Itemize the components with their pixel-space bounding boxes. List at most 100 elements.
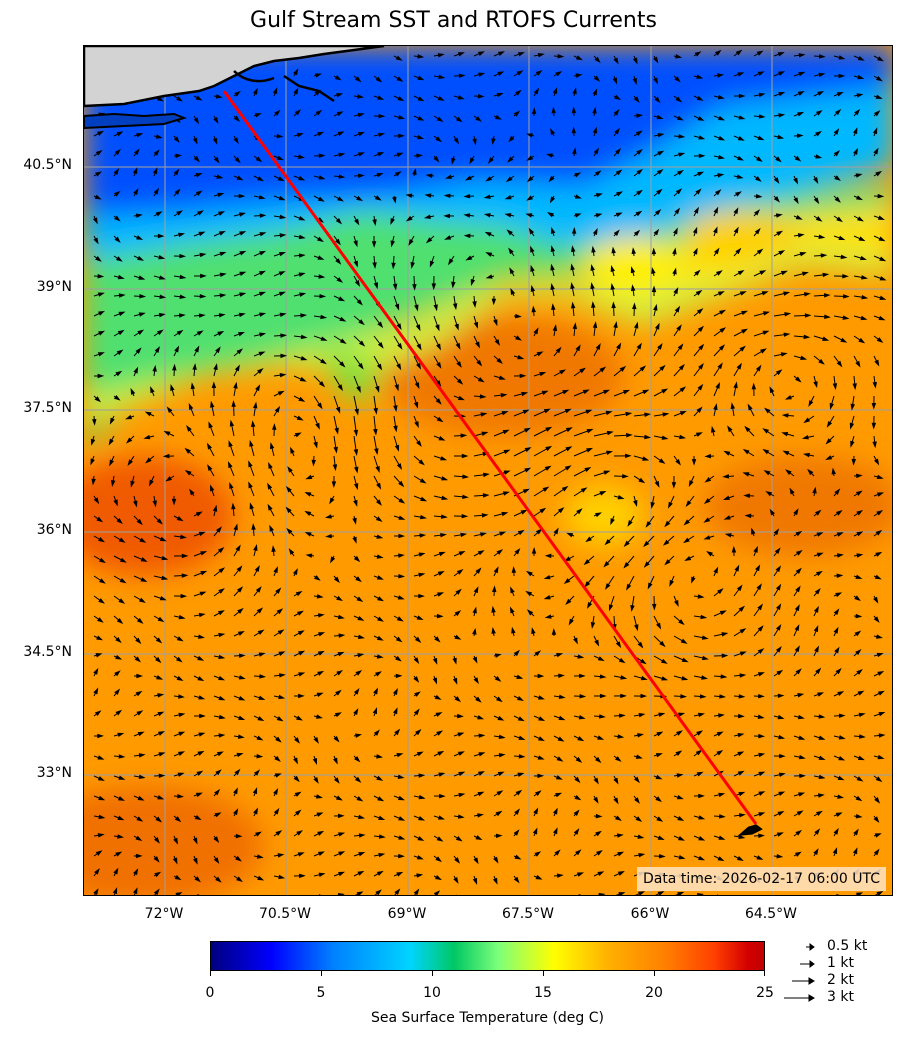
current-vector-head — [93, 888, 99, 895]
current-vector-head — [794, 645, 800, 653]
current-vector-head — [783, 332, 791, 337]
current-vector-head — [496, 696, 503, 703]
current-vector-head — [691, 576, 696, 584]
current-vector-head — [617, 734, 625, 739]
current-vector-head — [451, 281, 456, 289]
current-vector-head — [279, 233, 287, 238]
current-vector-head — [757, 672, 765, 677]
current-vector-head — [97, 733, 104, 739]
current-vector-head — [633, 96, 640, 103]
current-vector-head — [455, 836, 463, 842]
current-vector-head — [178, 313, 186, 318]
current-vector-head — [298, 272, 306, 277]
current-vector-head — [516, 70, 524, 76]
current-vector-head — [834, 175, 841, 181]
current-vector-head — [698, 855, 706, 861]
current-vector-head — [357, 870, 365, 876]
current-vector-head — [393, 425, 398, 433]
current-vector-head — [825, 455, 833, 460]
current-vector-head — [318, 175, 326, 180]
current-vector-head — [593, 796, 599, 804]
current-vector-head — [237, 631, 245, 636]
current-vector-head — [157, 711, 165, 717]
current-vector-head — [638, 891, 646, 895]
current-vector-head — [514, 547, 521, 555]
current-vector-head — [578, 893, 582, 895]
current-vector-head — [298, 672, 306, 677]
current-vector-head — [258, 194, 266, 200]
current-vector-head — [317, 830, 325, 836]
current-vector-head — [738, 694, 746, 699]
current-vector-head — [493, 856, 499, 864]
current-vector-head — [876, 652, 884, 658]
current-vector-head — [293, 775, 300, 783]
current-vector-head — [197, 210, 204, 216]
current-vector-head — [543, 574, 551, 580]
current-vector-head — [162, 453, 170, 459]
current-vector-head — [675, 96, 683, 103]
current-vector-head — [575, 849, 582, 856]
current-vector-head — [357, 634, 365, 640]
current-vector-head — [358, 362, 364, 370]
current-vector-head — [758, 791, 766, 796]
current-vector-head — [543, 408, 551, 414]
current-vector-head — [298, 154, 305, 159]
current-vector-head — [157, 233, 165, 239]
current-vector-head — [278, 651, 286, 656]
current-vector-head — [253, 807, 259, 815]
current-vector-head — [496, 357, 503, 364]
current-vector-head — [491, 298, 497, 306]
current-vector-head — [276, 133, 284, 139]
current-vector-head — [278, 291, 286, 297]
current-vector-head — [294, 109, 302, 116]
current-vector-head — [97, 352, 105, 357]
current-vector-head — [337, 893, 345, 895]
current-vector-head — [855, 490, 863, 496]
current-vector-head — [834, 646, 840, 654]
current-vector-head — [456, 361, 462, 368]
current-vector-head — [698, 362, 704, 370]
current-vector-head — [437, 815, 445, 820]
current-vector-head — [418, 552, 426, 557]
current-vector-head — [354, 756, 361, 763]
current-vector-head — [116, 349, 124, 356]
current-vector-head — [592, 228, 598, 236]
current-vector-head — [215, 94, 223, 99]
current-vector-head — [494, 339, 500, 346]
current-vector-head — [455, 116, 463, 123]
current-vector-head — [453, 137, 460, 145]
current-vector-head — [257, 875, 265, 881]
current-vector-head — [97, 755, 105, 760]
current-vector-head — [395, 673, 403, 679]
current-vector-head — [418, 794, 426, 800]
current-vector-head — [758, 833, 765, 839]
current-vector-head — [132, 887, 138, 895]
current-vector-head — [618, 892, 626, 895]
current-vector-head — [818, 54, 826, 59]
current-vector-head — [576, 508, 583, 515]
current-vector-head — [416, 362, 422, 370]
current-vector-head — [138, 275, 146, 280]
current-vector-head — [873, 147, 879, 155]
current-vector-head — [410, 261, 415, 269]
current-vector-head — [238, 312, 246, 318]
map-panel[interactable]: Data time: 2026-02-17 06:00 UTC — [83, 45, 893, 896]
current-vector-head — [556, 873, 564, 878]
current-vector-head — [113, 190, 121, 197]
current-vector-head — [635, 130, 643, 136]
current-vector-head — [573, 828, 580, 835]
current-vector-head — [651, 603, 657, 611]
current-vector-head — [739, 291, 747, 296]
current-vector-head — [477, 51, 485, 56]
current-vector-head — [744, 425, 751, 433]
current-vector-head — [109, 417, 115, 425]
current-vector-head — [357, 94, 365, 99]
current-vector-head — [135, 835, 143, 842]
current-vector-head — [156, 675, 164, 680]
current-vector-head — [875, 776, 883, 783]
current-vector-head — [678, 134, 686, 139]
current-vector-head — [235, 855, 242, 862]
current-vector-head — [586, 602, 593, 609]
current-vector-head — [115, 709, 123, 716]
current-vector-head — [371, 241, 377, 248]
